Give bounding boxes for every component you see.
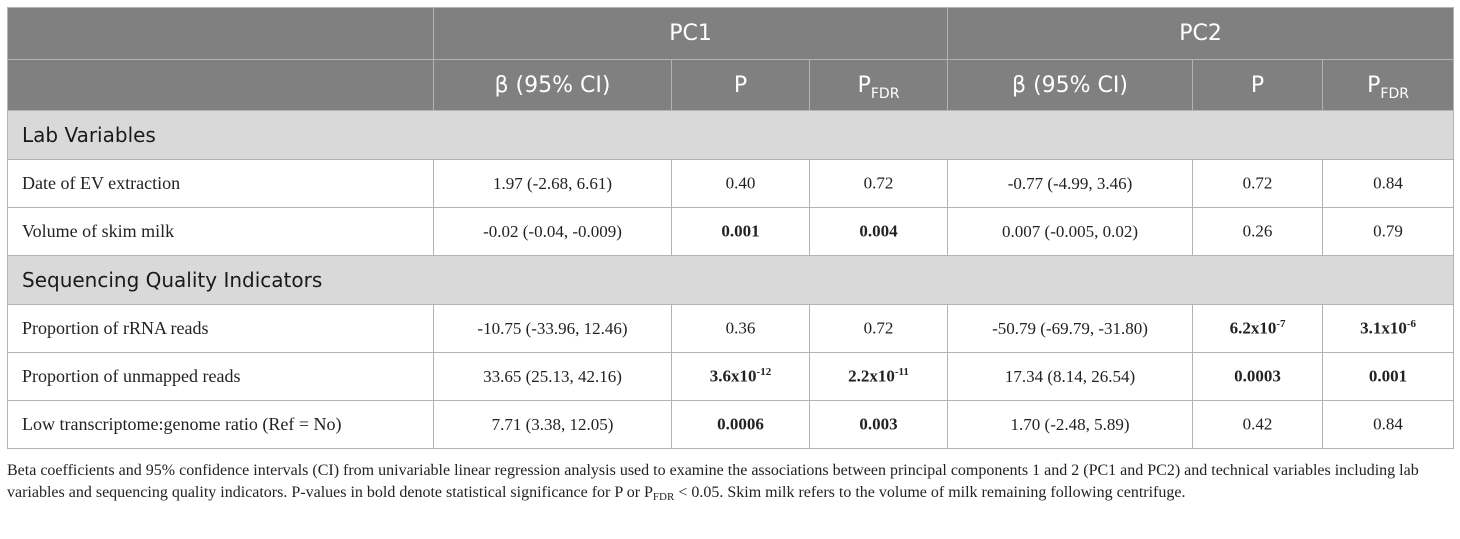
pc2-pfdr-cell: 0.84 xyxy=(1322,159,1455,208)
header-pc2-pfdr-sub: FDR xyxy=(1380,85,1409,102)
pc2-p-cell: 0.42 xyxy=(1192,400,1324,449)
header-pc2-beta: β (95% CI) xyxy=(947,59,1194,111)
row-label: Low transcriptome:genome ratio (Ref = No… xyxy=(7,400,434,449)
caption-fdr-subscript: FDR xyxy=(652,491,675,503)
pc2-beta-cell: -0.77 (-4.99, 3.46) xyxy=(947,159,1194,208)
pc2-pfdr-cell: 3.1x10-6 xyxy=(1322,304,1455,353)
pc2-pfdr-value: 0.001 xyxy=(1368,366,1408,386)
table-row: Proportion of rRNA reads -10.75 (-33.96,… xyxy=(7,304,1455,353)
pc2-pfdr-value: 3.1x10 xyxy=(1360,318,1407,338)
pc1-beta-cell: 7.71 (3.38, 12.05) xyxy=(433,400,672,449)
table-caption: Beta coefficients and 95% confidence int… xyxy=(7,460,1453,505)
pc2-p-cell: 0.0003 xyxy=(1192,352,1324,401)
pc1-p-cell: 0.0006 xyxy=(671,400,810,449)
row-label: Date of EV extraction xyxy=(7,159,434,208)
pc1-pfdr-value: 0.72 xyxy=(863,318,894,338)
pc1-p-value: 0.001 xyxy=(721,221,760,241)
pc2-p-cell: 6.2x10-7 xyxy=(1192,304,1324,353)
pc1-pfdr-cell: 0.004 xyxy=(808,207,949,256)
caption-text-part2: < 0.05. Skim milk refers to the volume o… xyxy=(674,484,1186,501)
pc1-pfdr-cell: 0.72 xyxy=(808,159,949,208)
pc1-pfdr-value: 0.004 xyxy=(859,221,898,241)
pc1-pfdr-value: 2.2x10 xyxy=(848,366,895,386)
pc1-p-value: 0.36 xyxy=(725,318,756,338)
header-pc1: PC1 xyxy=(432,7,949,60)
results-table-container: PC1 PC2 β (95% CI) P PFDR β (95% CI) P P… xyxy=(6,7,1455,449)
row-label: Proportion of unmapped reads xyxy=(7,352,434,401)
pc2-pfdr-cell: 0.001 xyxy=(1322,352,1455,401)
pc1-p-cell: 0.36 xyxy=(671,304,810,353)
pc1-p-exponent: -12 xyxy=(756,366,772,379)
table-row: Proportion of unmapped reads 33.65 (25.1… xyxy=(7,352,1455,401)
pc2-p-value: 0.26 xyxy=(1242,221,1273,241)
pc1-pfdr-cell: 2.2x10-11 xyxy=(808,352,949,401)
pc1-beta-cell: 33.65 (25.13, 42.16) xyxy=(433,352,672,401)
pc1-p-value: 0.0006 xyxy=(717,414,764,434)
pc1-pfdr-cell: 0.72 xyxy=(808,304,949,353)
pc2-pfdr-cell: 0.79 xyxy=(1322,207,1455,256)
pc2-p-cell: 0.72 xyxy=(1192,159,1324,208)
pc1-pfdr-value: 0.003 xyxy=(859,414,898,434)
pc1-p-value: 3.6x10 xyxy=(709,366,757,386)
pc1-beta-cell: -0.02 (-0.04, -0.009) xyxy=(433,207,672,256)
caption-text-part1: Beta coefficients and 95% confidence int… xyxy=(7,462,1419,501)
table-row: Date of EV extraction 1.97 (-2.68, 6.61)… xyxy=(7,159,1455,208)
row-label: Proportion of rRNA reads xyxy=(7,304,434,353)
header-pc1-pfdr-main: P xyxy=(857,72,871,98)
section-title-lab-variables: Lab Variables xyxy=(6,110,1455,160)
regression-results-table: PC1 PC2 β (95% CI) P PFDR β (95% CI) P P… xyxy=(6,7,1455,449)
pc1-p-cell: 3.6x10-12 xyxy=(671,352,810,401)
pc2-p-value: 0.0003 xyxy=(1234,366,1281,386)
header-pc1-pfdr: PFDR xyxy=(808,59,949,111)
pc2-pfdr-cell: 0.84 xyxy=(1322,400,1455,449)
pc1-pfdr-value: 0.72 xyxy=(863,173,894,193)
header-pc2-pfdr-main: P xyxy=(1367,72,1381,98)
pc2-beta-cell: 1.70 (-2.48, 5.89) xyxy=(947,400,1194,449)
pc2-p-exponent: -7 xyxy=(1276,318,1286,331)
pc1-p-value: 0.40 xyxy=(725,173,756,193)
pc2-beta-cell: -50.79 (-69.79, -31.80) xyxy=(947,304,1194,353)
header-pc2-pfdr: PFDR xyxy=(1322,59,1455,111)
pc1-p-cell: 0.40 xyxy=(671,159,810,208)
pc2-pfdr-exponent: -6 xyxy=(1406,318,1416,331)
pc2-pfdr-value: 0.84 xyxy=(1373,414,1403,434)
header-pc1-p: P xyxy=(671,59,810,111)
header-corner-sub xyxy=(7,59,434,111)
header-corner xyxy=(7,7,434,60)
pc1-pfdr-cell: 0.003 xyxy=(808,400,949,449)
row-label: Volume of skim milk xyxy=(7,207,434,256)
table-row: Low transcriptome:genome ratio (Ref = No… xyxy=(7,400,1455,449)
pc1-beta-cell: 1.97 (-2.68, 6.61) xyxy=(433,159,672,208)
header-pc2-p: P xyxy=(1192,59,1324,111)
header-pc1-pfdr-sub: FDR xyxy=(870,85,900,102)
pc1-p-cell: 0.001 xyxy=(671,207,810,256)
pc2-pfdr-value: 0.84 xyxy=(1373,173,1403,193)
pc1-beta-cell: -10.75 (-33.96, 12.46) xyxy=(433,304,672,353)
pc2-p-value: 0.42 xyxy=(1242,414,1273,434)
header-pc1-beta: β (95% CI) xyxy=(433,59,672,111)
pc2-beta-cell: 0.007 (-0.005, 0.02) xyxy=(947,207,1194,256)
section-title-sequencing-quality: Sequencing Quality Indicators xyxy=(6,255,1455,305)
pc2-p-value: 0.72 xyxy=(1242,173,1273,193)
table-row: Volume of skim milk -0.02 (-0.04, -0.009… xyxy=(7,207,1455,256)
pc2-pfdr-value: 0.79 xyxy=(1373,221,1403,241)
pc1-pfdr-exponent: -11 xyxy=(894,366,909,379)
pc2-p-value: 6.2x10 xyxy=(1229,318,1277,338)
pc2-beta-cell: 17.34 (8.14, 26.54) xyxy=(947,352,1194,401)
header-pc2: PC2 xyxy=(947,7,1455,60)
pc2-p-cell: 0.26 xyxy=(1192,207,1324,256)
